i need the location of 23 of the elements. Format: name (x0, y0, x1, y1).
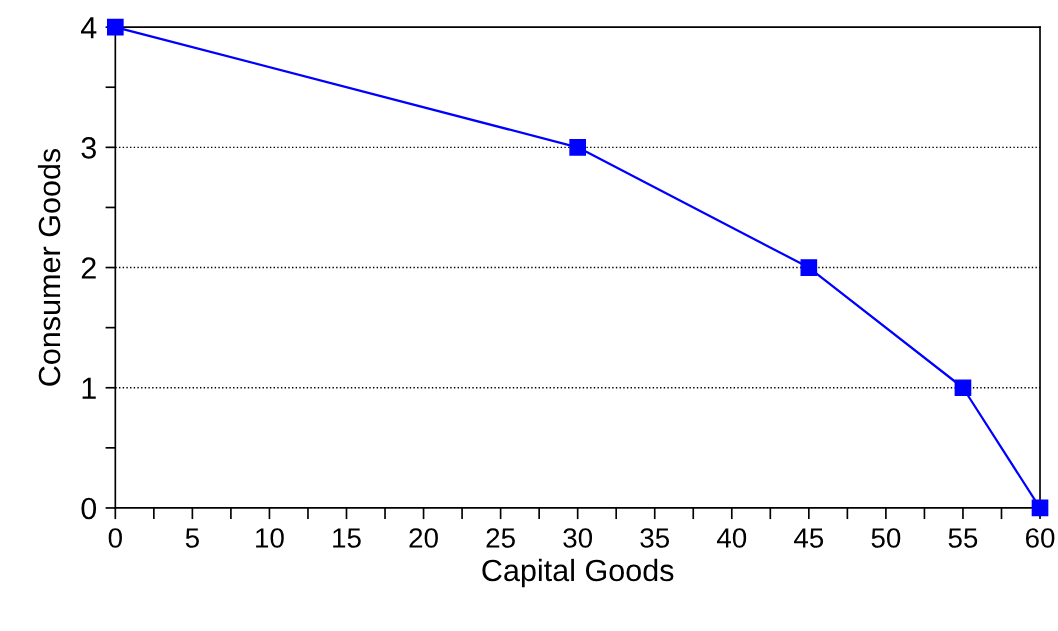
x-tick-label: 60 (1025, 528, 1055, 548)
y-tick-label: 2 (81, 257, 96, 279)
point (954, 379, 972, 397)
point (800, 259, 818, 276)
x-tick-label: 50 (871, 528, 901, 548)
y-tick-label: 3 (81, 137, 96, 159)
y-tick-label: 1 (82, 377, 96, 399)
y-tick-label: 0 (81, 497, 97, 520)
x-tick-label: 20 (409, 528, 438, 548)
x-tick-label: 25 (486, 528, 515, 548)
x-tick-label: 35 (640, 528, 670, 548)
x-tick-label: 5 (185, 528, 199, 548)
x-tick-label: 40 (716, 528, 747, 548)
x-tick-label: 10 (256, 528, 284, 548)
y-tick-label: 4 (80, 17, 97, 39)
point (569, 139, 587, 156)
x-axis-title: Capital Goods (482, 558, 674, 588)
x-tick-label: 30 (563, 528, 593, 548)
x-tick-label: 15 (333, 528, 361, 548)
x-tick-label: 55 (948, 528, 978, 548)
y-axis-title: Consumer Goods (37, 148, 61, 386)
x-tick-label: 45 (794, 528, 824, 548)
x-tick-label: 0 (108, 528, 122, 548)
